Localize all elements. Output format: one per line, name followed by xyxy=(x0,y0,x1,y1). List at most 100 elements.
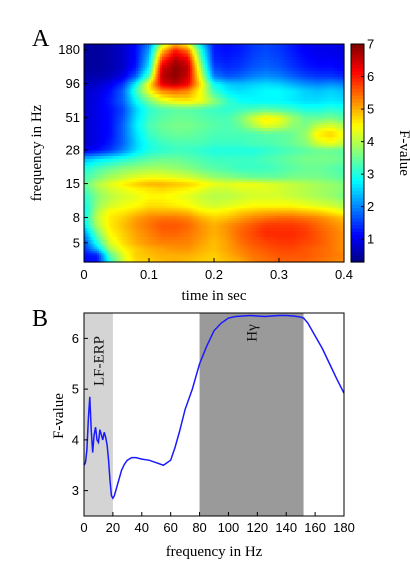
heatmap-cell xyxy=(261,176,265,180)
heatmap-cell xyxy=(116,173,120,178)
heatmap-cell xyxy=(341,257,345,261)
heatmap-cell xyxy=(170,207,174,210)
heatmap-cell xyxy=(235,222,239,226)
heatmap-cell xyxy=(146,158,150,163)
heatmap-cell xyxy=(322,246,326,250)
heatmap-cell xyxy=(294,202,297,207)
heatmap-cell xyxy=(331,176,334,180)
heatmap-cell xyxy=(268,219,271,223)
heatmap-cell xyxy=(296,239,300,244)
heatmap-cell xyxy=(151,190,154,194)
heatmap-cell xyxy=(190,158,193,163)
heatmap-cell xyxy=(324,168,328,172)
heatmap-cell xyxy=(159,187,163,191)
heatmap-cell xyxy=(155,217,159,221)
heatmap-cell xyxy=(240,227,243,231)
heatmap-cell xyxy=(274,236,278,241)
heatmap-cell xyxy=(292,259,295,263)
heatmap-cell xyxy=(123,236,126,241)
heatmap-cell xyxy=(337,168,341,172)
heatmap-cell xyxy=(101,250,105,254)
heatmap-cell xyxy=(289,198,293,203)
heatmap-cell xyxy=(172,164,176,169)
heatmap-cell xyxy=(179,224,183,229)
heatmap-cell xyxy=(144,244,148,248)
heatmap-cell xyxy=(201,168,204,172)
heatmap-cell xyxy=(279,158,282,163)
heatmap-cell xyxy=(123,179,126,182)
heatmap-cell xyxy=(114,176,118,180)
heatmap-cell xyxy=(331,236,334,241)
heatmap-cell xyxy=(272,236,276,241)
heatmap-cell xyxy=(261,205,265,208)
heatmap-cell xyxy=(185,205,189,208)
heatmap-cell xyxy=(328,222,332,226)
heatmap-cell xyxy=(151,217,154,221)
heatmap-cell xyxy=(246,168,250,172)
heatmap-cell xyxy=(103,252,107,256)
heatmap-cell xyxy=(240,246,243,250)
heatmap-cell xyxy=(153,192,157,197)
heatmap-cell xyxy=(300,173,304,178)
heatmap-cell xyxy=(283,176,287,180)
heatmap-cell xyxy=(166,192,170,197)
heatmap-cell xyxy=(331,257,334,261)
heatmap-cell xyxy=(185,176,189,180)
heatmap-cell xyxy=(339,219,343,223)
heatmap-cell xyxy=(170,186,174,188)
heatmap-cell xyxy=(220,202,224,207)
heatmap-cell xyxy=(118,173,122,178)
heatmap-cell xyxy=(110,217,113,221)
heatmap-cell xyxy=(302,171,306,175)
heatmap-cell xyxy=(107,171,111,175)
heatmap-cell xyxy=(181,252,185,256)
heatmap-cell xyxy=(136,248,139,252)
heatmap-cell xyxy=(320,187,323,191)
heatmap-cell xyxy=(339,250,343,254)
heatmap-cell xyxy=(272,158,276,163)
heatmap-cell xyxy=(90,213,94,216)
heatmap-cell xyxy=(276,250,280,254)
heatmap-cell xyxy=(242,232,245,237)
heatmap-cell xyxy=(333,181,336,185)
heatmap-cell xyxy=(318,181,321,185)
heatmap-cell xyxy=(194,242,198,246)
heatmap-cell xyxy=(229,187,232,191)
heatmap-cell xyxy=(289,158,293,163)
heatmap-cell xyxy=(341,171,345,175)
heatmap-cell xyxy=(127,250,131,254)
heatmap-cell xyxy=(257,171,261,175)
heatmap-cell xyxy=(155,183,159,186)
heatmap-cell xyxy=(266,184,269,187)
heatmap-cell xyxy=(179,246,183,250)
heatmap-cell xyxy=(138,202,141,207)
heatmap-cell xyxy=(292,205,295,208)
heatmap-cell xyxy=(339,173,343,178)
heatmap-cell xyxy=(92,213,96,216)
heatmap-cell xyxy=(92,257,96,261)
heatmap-cell xyxy=(90,236,94,241)
heatmap-cell xyxy=(279,257,282,261)
heatmap-cell xyxy=(99,195,102,200)
heatmap-cell xyxy=(205,158,209,163)
heatmap-cell xyxy=(131,192,135,197)
heatmap-cell xyxy=(179,207,183,210)
heatmap-cell xyxy=(257,217,261,221)
heatmap-cell xyxy=(283,248,287,252)
heatmap-cell xyxy=(194,171,198,175)
heatmap-cell xyxy=(159,242,163,246)
heatmap-cell xyxy=(283,168,287,172)
heatmap-cell xyxy=(103,230,107,234)
heatmap-cell xyxy=(335,230,339,234)
heatmap-cell xyxy=(220,192,224,197)
heatmap-cell xyxy=(114,252,118,256)
heatmap-cell xyxy=(242,192,245,197)
heatmap-cell xyxy=(94,248,98,252)
heatmap-cell xyxy=(133,259,137,263)
heatmap-cell xyxy=(185,209,189,212)
heatmap-cell xyxy=(127,202,131,207)
heatmap-cell xyxy=(276,259,280,263)
heatmap-cell xyxy=(337,187,341,191)
heatmap-cell xyxy=(287,192,291,197)
heatmap-cell xyxy=(103,202,107,207)
